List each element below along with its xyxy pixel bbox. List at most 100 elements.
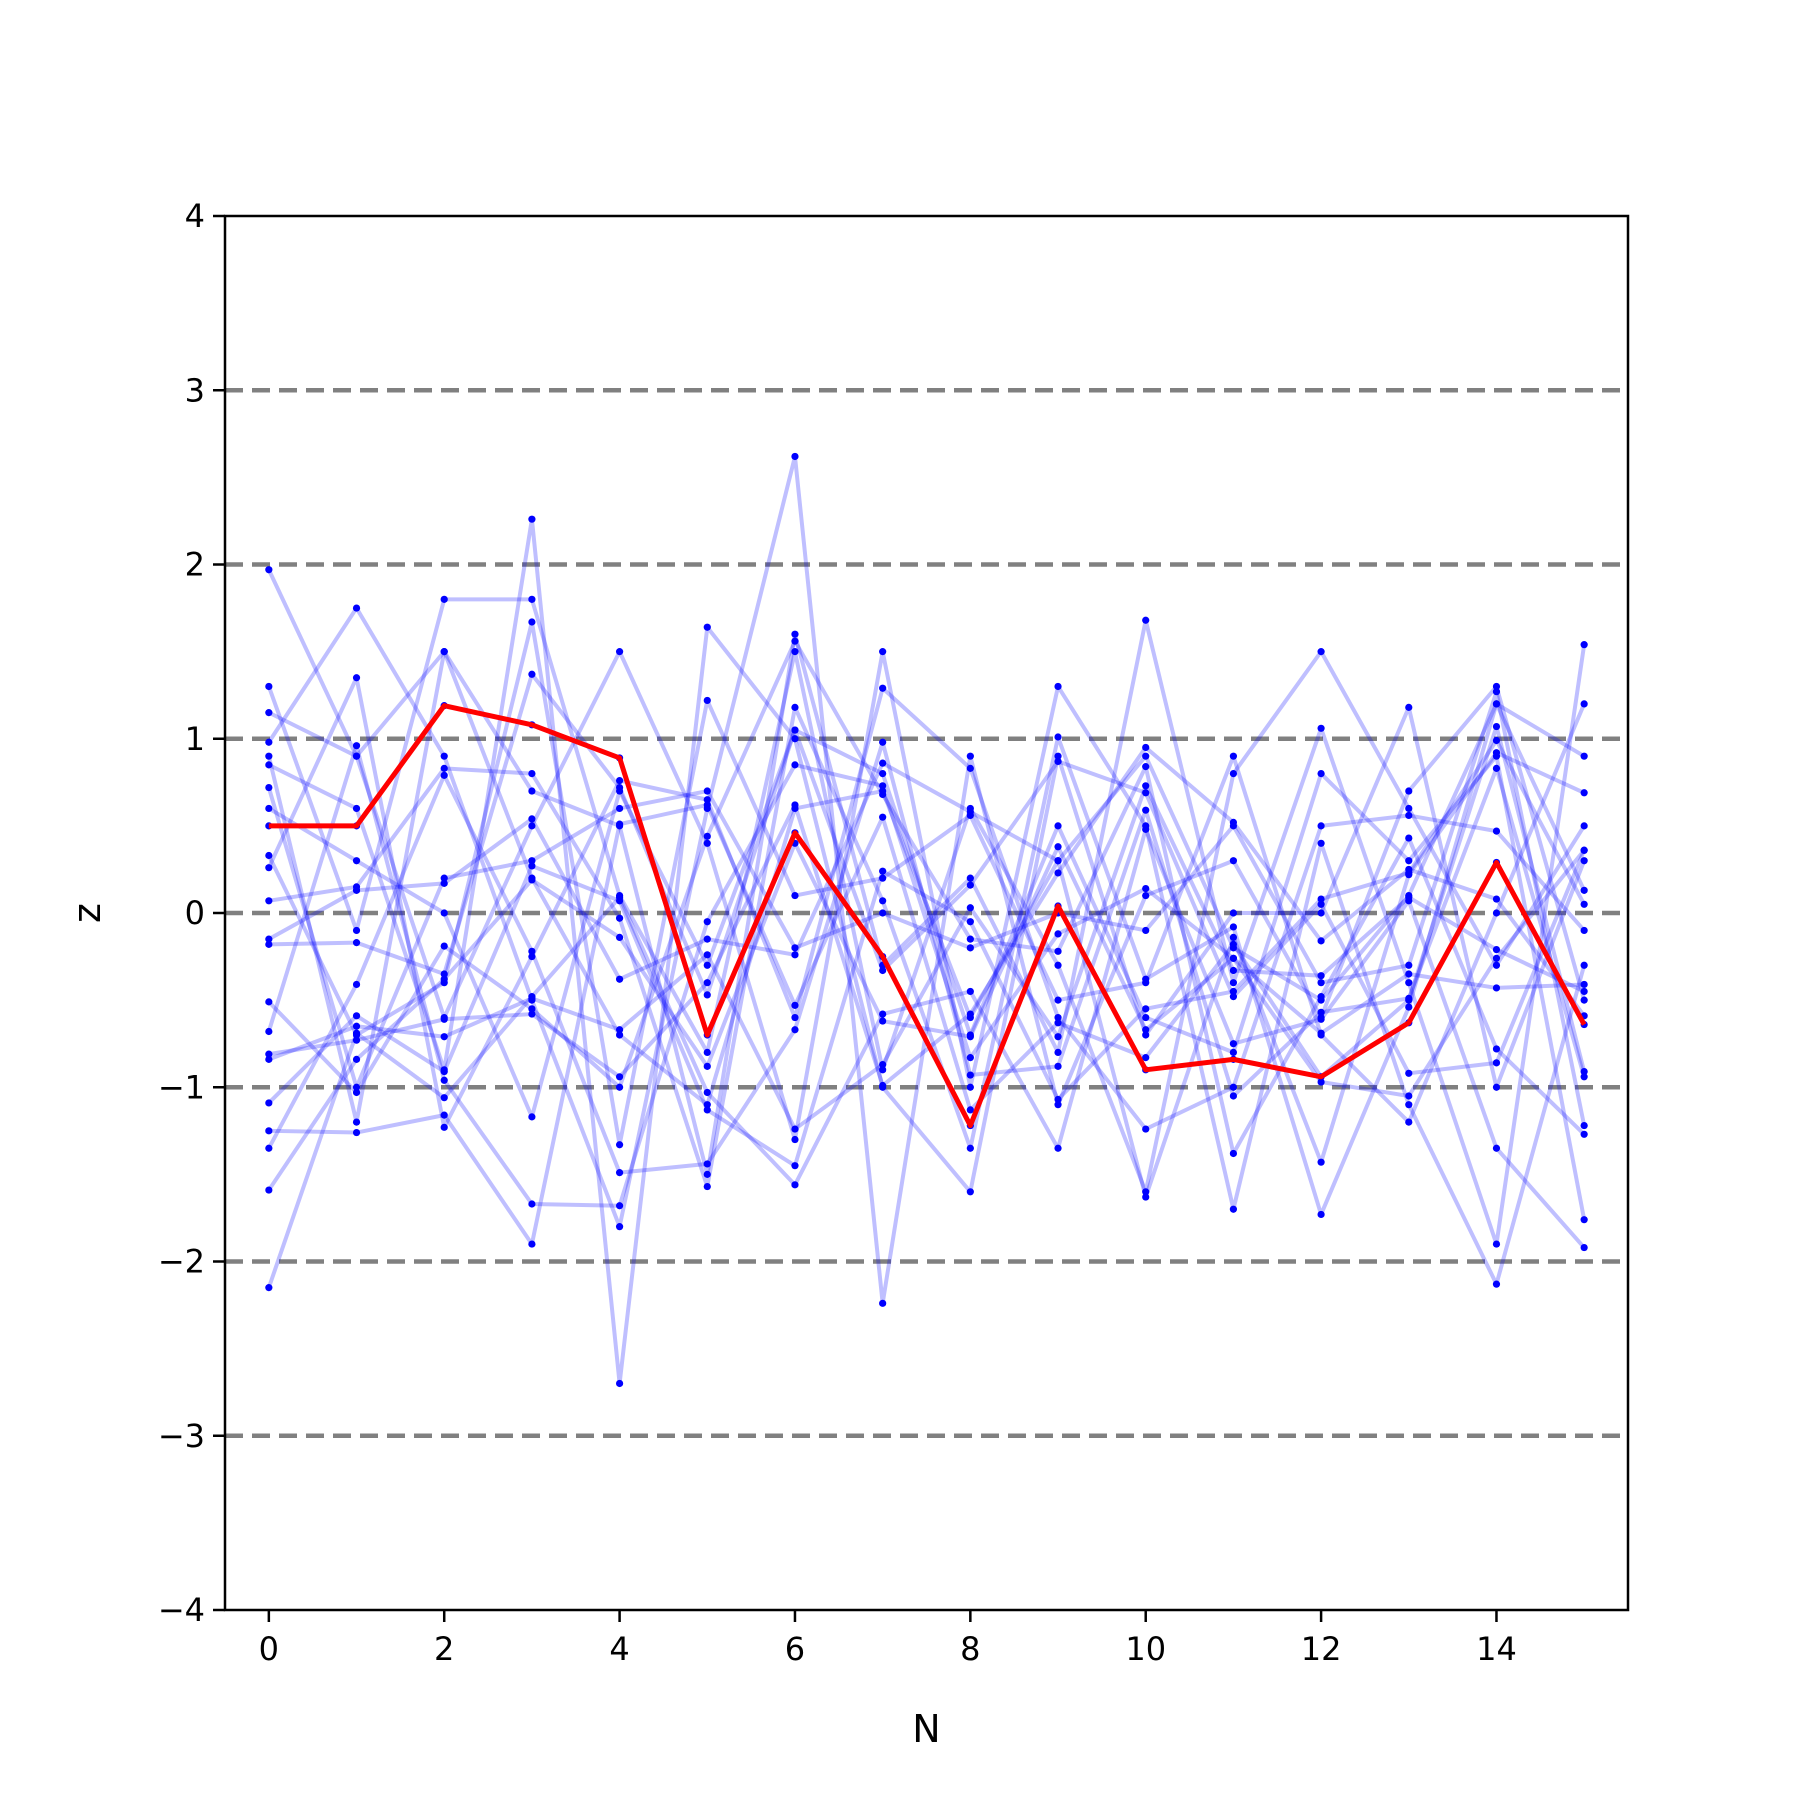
trajectory-point [1492, 1240, 1501, 1248]
trajectory-point [966, 944, 974, 952]
trajectory-point [1054, 869, 1062, 877]
trajectory-point [703, 1182, 711, 1191]
trajectory-point [528, 1113, 536, 1121]
trajectory-point [440, 879, 448, 887]
x-tick-label: 10 [1125, 1630, 1166, 1668]
trajectory-line [267, 454, 1587, 1306]
trajectory-point [1405, 994, 1413, 1002]
x-axis-ticks: 0 2 4 6 8 10 12 14 [259, 1610, 1517, 1668]
trajectory-point [1580, 1073, 1588, 1081]
y-tick-label: 2 [185, 546, 205, 584]
trajectory-point [1054, 857, 1062, 865]
trajectory-line [266, 618, 1587, 1247]
trajectory-point [1317, 1158, 1325, 1166]
trajectory-point [791, 648, 799, 656]
trajectory-point [791, 891, 799, 900]
y-tick-label: −3 [158, 1417, 205, 1455]
trajectory-line [267, 675, 1586, 1132]
trajectory-point [615, 975, 624, 983]
trajectory-point [966, 1144, 974, 1152]
trajectory-point [879, 874, 887, 882]
trajectory-line [267, 750, 1585, 1200]
trajectory-point [528, 1010, 536, 1018]
trajectory-point [879, 813, 887, 821]
trajectory-point [615, 933, 624, 941]
trajectory-point [1317, 909, 1325, 917]
trajectory-point [1492, 1280, 1501, 1288]
trajectory-point [265, 851, 273, 860]
trajectory-point [1492, 722, 1501, 731]
trajectory-point [703, 623, 711, 631]
trajectory-point [352, 1128, 361, 1137]
trajectory-point [1317, 1210, 1325, 1219]
trajectory-point [879, 770, 887, 778]
trajectory-point [528, 952, 536, 961]
trajectory-point [528, 618, 536, 626]
trajectory-point [966, 1054, 974, 1062]
trajectory-point [703, 991, 711, 999]
trajectory-point [879, 1066, 887, 1074]
trajectory-point [966, 1188, 974, 1196]
trajectory-point [352, 1029, 361, 1037]
trajectory-point [1054, 1144, 1062, 1152]
trajectory-point [1142, 789, 1150, 797]
trajectory-point [1054, 1033, 1062, 1041]
trajectory-point [1142, 763, 1150, 771]
trajectory-point [1405, 811, 1413, 820]
trajectory-point [1405, 970, 1413, 978]
trajectory-point [966, 935, 974, 943]
trajectory-point [440, 874, 448, 882]
trajectory-point [879, 1060, 887, 1069]
trajectory-point [615, 1223, 624, 1231]
trajectory-point [265, 1099, 273, 1107]
trajectory-point [1580, 980, 1588, 989]
trajectory-point [966, 904, 974, 912]
trajectory-point [1054, 822, 1062, 830]
trajectory-line [268, 783, 1586, 1132]
trajectory-point [1317, 979, 1325, 987]
trajectory-point [1317, 937, 1325, 945]
trajectory-point [1492, 945, 1501, 954]
trajectory-point [265, 897, 273, 905]
trajectory-point [791, 1125, 799, 1133]
trajectory-point [791, 944, 799, 952]
trajectory-point [966, 1083, 974, 1091]
trajectory-point [1054, 1013, 1062, 1022]
trajectory-point [703, 839, 711, 847]
trajectory-line [267, 517, 1587, 1386]
trajectory-point [440, 942, 448, 950]
trajectory-point [703, 796, 711, 804]
trajectory-line [266, 743, 1585, 1208]
trajectory-point [1054, 752, 1062, 760]
trajectory-point [879, 1081, 887, 1090]
plot-area [225, 388, 1628, 1438]
trajectory-point [703, 1160, 711, 1168]
y-tick-label: 1 [185, 720, 205, 758]
trajectory-point [1580, 1243, 1588, 1252]
trajectory-point [615, 776, 624, 785]
trajectory-point [1492, 736, 1501, 745]
trajectory-point [528, 1240, 536, 1248]
trajectory-point [615, 1026, 624, 1034]
trajectory-point [1580, 846, 1588, 854]
trajectory-point [1492, 1045, 1501, 1053]
trajectory-point [528, 515, 536, 523]
trajectory-point [879, 897, 887, 905]
trajectory-point [265, 935, 273, 943]
trajectory-point [1317, 839, 1325, 847]
trajectory-point [1317, 1078, 1325, 1086]
trajectory-point [352, 1036, 361, 1044]
trajectory-point [1580, 900, 1588, 908]
trajectory-point [440, 595, 448, 603]
trajectory-point [1142, 752, 1150, 760]
trajectory-point [879, 759, 887, 767]
trajectory-point [352, 1055, 361, 1063]
trajectory-point [1580, 822, 1588, 830]
trajectory-point [265, 1284, 273, 1292]
trajectory-point [703, 801, 711, 809]
trajectory-point [1142, 1054, 1150, 1062]
trajectory-point [265, 738, 273, 746]
trajectory-point [352, 1012, 361, 1020]
trajectory-point [791, 801, 799, 809]
